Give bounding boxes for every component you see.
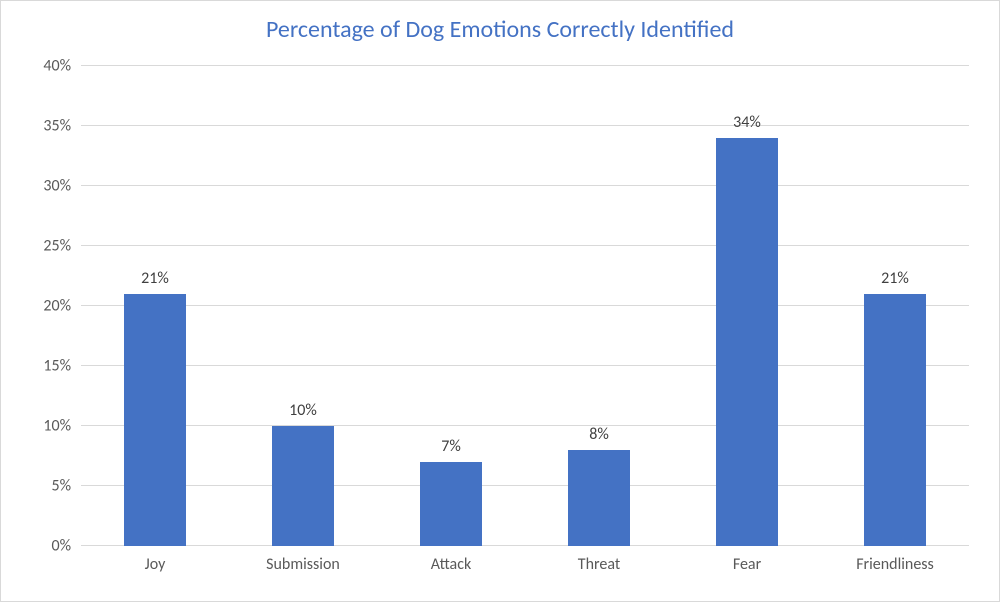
y-tick-label: 30% <box>43 177 81 196</box>
bar-slot: 21% <box>821 66 969 546</box>
bar: 7% <box>420 462 482 546</box>
y-tick-label: 20% <box>43 297 81 316</box>
bar-slot: 7% <box>377 66 525 546</box>
bar-value-label: 7% <box>441 437 461 462</box>
x-tick-label: Attack <box>377 555 525 585</box>
y-tick-label: 0% <box>51 537 81 556</box>
y-tick-label: 15% <box>43 357 81 376</box>
bars-row: 21% 10% 7% 8% 34% 21% <box>81 66 969 546</box>
x-tick-label: Submission <box>229 555 377 585</box>
x-tick-label: Threat <box>525 555 673 585</box>
y-tick-label: 5% <box>51 477 81 496</box>
bar-value-label: 8% <box>589 425 609 450</box>
x-tick-label: Fear <box>673 555 821 585</box>
chart-title: Percentage of Dog Emotions Correctly Ide… <box>1 1 999 44</box>
chart-container: Percentage of Dog Emotions Correctly Ide… <box>0 0 1000 602</box>
bar-value-label: 34% <box>733 113 761 138</box>
bar-slot: 8% <box>525 66 673 546</box>
bar: 8% <box>568 450 630 546</box>
x-tick-label: Friendliness <box>821 555 969 585</box>
bar-slot: 34% <box>673 66 821 546</box>
bar-value-label: 21% <box>881 269 909 294</box>
y-tick-label: 35% <box>43 117 81 136</box>
y-tick-label: 10% <box>43 417 81 436</box>
bar-slot: 10% <box>229 66 377 546</box>
bar-value-label: 10% <box>289 401 317 426</box>
x-tick-label: Joy <box>81 555 229 585</box>
bar: 10% <box>272 426 334 546</box>
bar: 34% <box>716 138 778 546</box>
plot-area: 0%5%10%15%20%25%30%35%40%21%10%7%8%34%21… <box>81 66 969 546</box>
y-tick-label: 25% <box>43 237 81 256</box>
bar-slot: 21% <box>81 66 229 546</box>
x-axis-labels: JoySubmissionAttackThreatFearFriendlines… <box>81 555 969 585</box>
y-tick-label: 40% <box>43 57 81 76</box>
bar: 21% <box>864 294 926 546</box>
bar-value-label: 21% <box>141 269 169 294</box>
bar: 21% <box>124 294 186 546</box>
